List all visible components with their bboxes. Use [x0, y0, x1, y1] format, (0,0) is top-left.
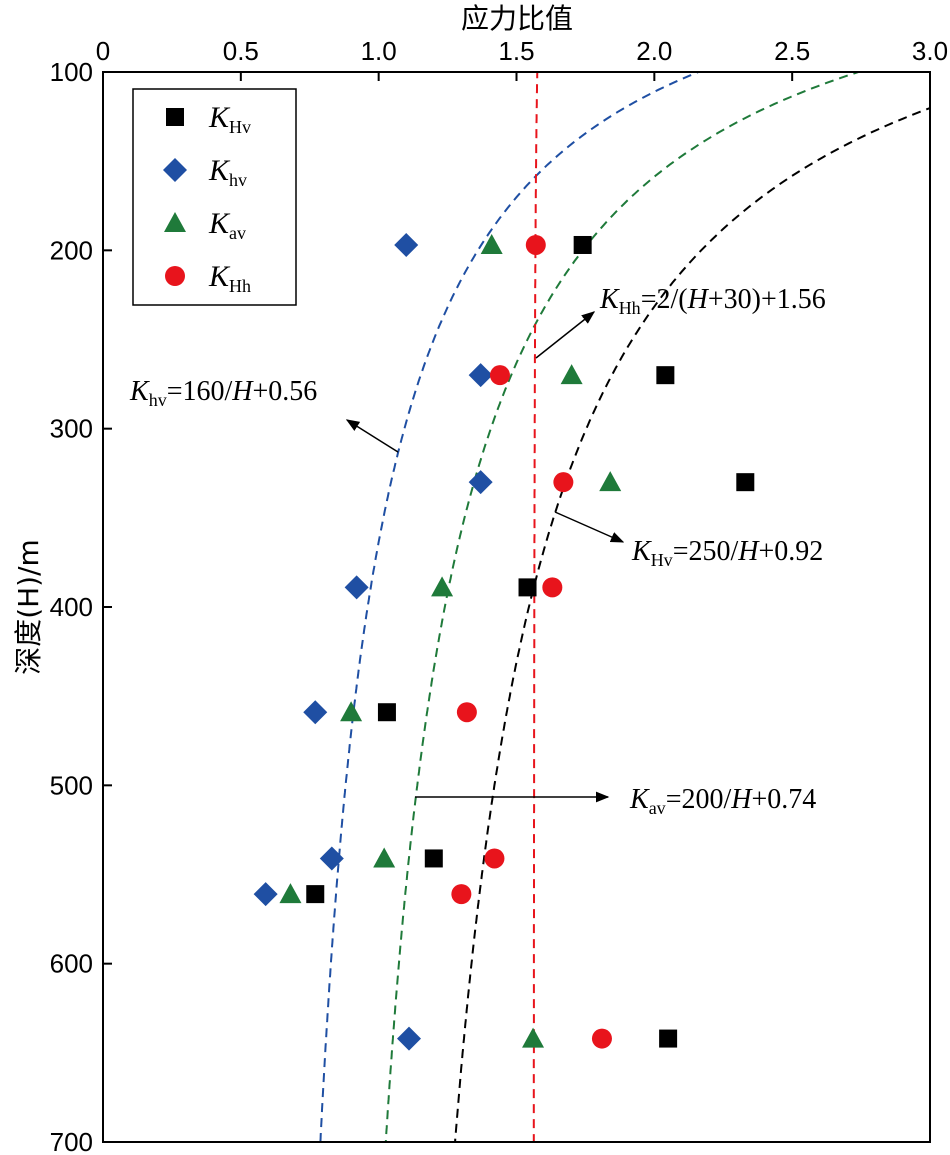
data-point-square	[736, 473, 755, 492]
legend-label: KHv	[208, 101, 251, 137]
data-point-diamond	[303, 700, 328, 725]
data-point-square	[656, 366, 675, 385]
annotation-arrow	[345, 419, 399, 453]
annotations-layer: Khv=160/H+0.56 Kav=200/H+0.74 KHv=250/H+0.…	[129, 284, 826, 818]
data-point-square	[306, 885, 325, 904]
fit-curve	[319, 72, 702, 1142]
data-point-square	[424, 849, 443, 868]
y-tick-label: 200	[50, 235, 93, 265]
data-point-circle	[484, 848, 505, 869]
fit-equation-label: KHh=2/(H+30)+1.56	[599, 284, 826, 318]
data-point-triangle	[373, 847, 396, 868]
data-point-diamond	[319, 846, 344, 871]
x-axis-title: 应力比值	[461, 2, 573, 35]
x-tick-label: 1.5	[498, 36, 534, 66]
legend-marker-diamond	[163, 158, 187, 182]
y-tick-label: 700	[50, 1127, 93, 1155]
x-tick-label: 2.5	[774, 36, 810, 66]
data-point-triangle	[279, 883, 302, 904]
fit-curve	[384, 72, 862, 1142]
y-tick-label: 300	[50, 414, 93, 444]
data-point-circle	[456, 702, 477, 723]
y-tick-label: 100	[50, 57, 93, 87]
data-point-triangle	[599, 471, 622, 492]
x-tick-label: 0	[96, 36, 110, 66]
annotation-arrow	[554, 511, 625, 543]
data-point-square	[573, 235, 592, 254]
data-point-diamond	[396, 1026, 421, 1051]
fit-curve	[454, 106, 930, 1142]
data-point-triangle	[340, 701, 363, 722]
fit-equation-label: Khv=160/H+0.56	[129, 376, 317, 410]
data-point-triangle	[431, 576, 454, 597]
legend-marker-square	[166, 108, 184, 126]
y-tick-label: 500	[50, 770, 93, 800]
x-tick-label: 1.0	[361, 36, 397, 66]
legend-marker-circle	[165, 266, 185, 286]
data-points-layer	[253, 232, 755, 1051]
plot-frame	[102, 71, 931, 1143]
fit-equation-label: KHv=250/H+0.92	[631, 536, 823, 570]
data-point-diamond	[468, 363, 493, 388]
fit-equation-label: Kav=200/H+0.74	[629, 784, 816, 818]
data-point-square	[377, 703, 396, 722]
y-axis-title: 深度(H)/m	[12, 539, 45, 675]
data-point-circle	[451, 884, 472, 905]
data-point-diamond	[344, 575, 369, 600]
x-tick-label: 0.5	[223, 36, 259, 66]
legend-label: Kav	[208, 207, 246, 243]
data-point-triangle	[522, 1027, 545, 1048]
data-point-circle	[525, 234, 546, 255]
data-point-diamond	[253, 882, 278, 907]
legend-label: Khv	[208, 154, 247, 190]
data-point-circle	[542, 577, 563, 598]
fit-curve	[532, 72, 539, 1142]
annotation-arrow	[535, 311, 596, 359]
y-tick-label: 400	[50, 592, 93, 622]
data-point-triangle	[560, 364, 583, 385]
data-point-diamond	[468, 470, 493, 495]
x-tick-label: 2.0	[636, 36, 672, 66]
legend-marker-triangle	[164, 212, 186, 232]
data-point-square	[518, 578, 537, 597]
y-tick-label: 600	[50, 949, 93, 979]
data-point-circle	[489, 365, 510, 386]
data-point-triangle	[480, 233, 503, 254]
legend-label: KHh	[208, 260, 251, 296]
data-point-circle	[553, 472, 574, 493]
data-point-diamond	[394, 232, 419, 257]
data-point-square	[659, 1029, 678, 1048]
y-axis-title-group: 深度(H)/m	[12, 539, 45, 675]
legend-box	[132, 88, 297, 306]
fit-curves-layer	[319, 72, 930, 1142]
legend: KHv Khv Kav KHh	[132, 88, 297, 306]
x-tick-label: 3.0	[912, 36, 948, 66]
data-point-circle	[591, 1028, 612, 1049]
